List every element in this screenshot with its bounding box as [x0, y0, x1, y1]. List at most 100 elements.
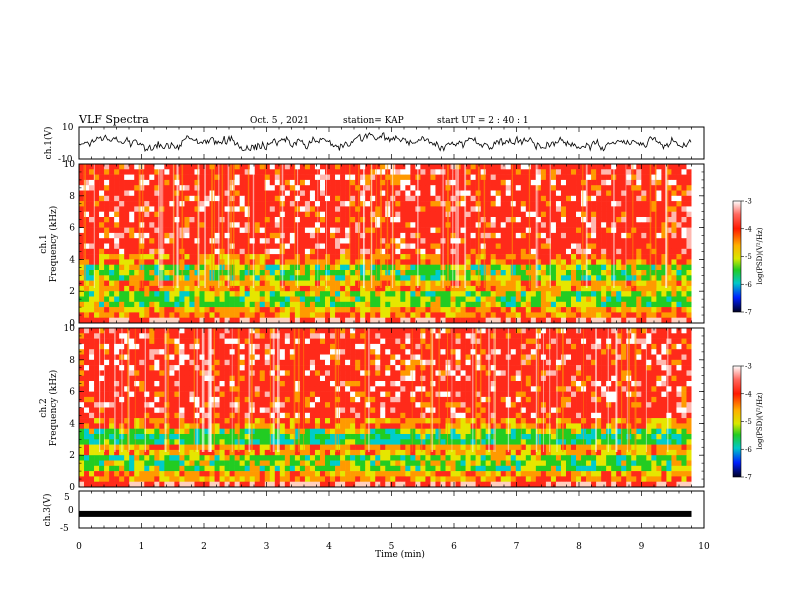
spectrogram-cell	[184, 211, 190, 218]
spectrogram-cell	[681, 338, 687, 345]
spectrogram-cell	[79, 264, 85, 271]
spectrogram-cell	[515, 338, 522, 345]
spectrogram-cell	[204, 301, 210, 308]
spectrogram-cell	[109, 312, 115, 318]
spectrogram-cell	[681, 238, 687, 244]
spectrogram-cell	[199, 296, 205, 303]
spectrogram-cell	[460, 338, 466, 345]
spectrogram-cell	[651, 185, 657, 191]
spectrogram-cell	[661, 343, 667, 350]
spectrogram-cell	[375, 280, 381, 287]
spectrogram-cell	[164, 312, 170, 318]
spectrogram-cell	[681, 164, 687, 170]
spectrogram-cell	[199, 254, 205, 260]
spectrogram-cell	[545, 201, 552, 207]
spectrogram-cell	[304, 270, 311, 276]
spectrogram-cell	[149, 169, 155, 175]
spectrogram-cell	[204, 359, 210, 366]
spectrogram-cell	[626, 275, 632, 281]
spectrogram-cell	[284, 291, 291, 297]
spectrogram-cell	[435, 354, 441, 361]
spectrogram-cell	[485, 227, 491, 234]
spectrogram-cell	[530, 328, 537, 334]
spectrogram-cell	[199, 291, 205, 297]
spectrogram-cell	[380, 222, 386, 228]
spectrogram-cell	[239, 343, 245, 350]
spectrogram-cell	[400, 296, 406, 303]
spectrogram-cell	[430, 312, 436, 318]
spectrogram-cell	[164, 164, 170, 170]
spectrogram-cell	[214, 238, 220, 244]
spectrogram-cell	[159, 338, 165, 345]
spectrogram-cell	[676, 222, 682, 228]
spectrogram-cell	[229, 259, 235, 265]
spectrogram-cell	[365, 227, 371, 234]
spectrogram-cell	[621, 312, 627, 318]
spectrogram-cell	[656, 280, 662, 287]
spectrogram-cell	[319, 195, 326, 202]
spectrogram-cell	[490, 343, 496, 350]
spectrogram-cell	[350, 211, 356, 218]
spectrogram-cell	[480, 354, 486, 361]
spectrogram-cell	[415, 285, 421, 292]
spectrogram-cell	[415, 343, 421, 350]
spectrogram-cell	[264, 301, 271, 308]
spectrogram-cell	[606, 301, 612, 308]
spectrogram-cell	[485, 190, 491, 197]
spectrogram-cell	[94, 264, 100, 271]
spectrogram-cell	[465, 328, 471, 334]
spectrogram-cell	[480, 359, 486, 366]
spectrogram-cell	[420, 201, 426, 207]
spectrogram-cell	[345, 254, 351, 260]
spectrogram-cell	[581, 238, 587, 244]
spectrogram-cell	[510, 312, 517, 318]
spectrogram-cell	[395, 270, 401, 276]
spectrogram-cell	[510, 359, 517, 366]
spectrogram-cell	[390, 349, 396, 355]
spectrogram-cell	[224, 201, 230, 207]
spectrogram-cell	[646, 307, 652, 313]
spectrogram-cell	[164, 359, 170, 366]
spectrogram-cell	[505, 317, 512, 324]
spectrogram-cell	[79, 243, 85, 250]
spectrogram-cell	[154, 222, 160, 228]
spectrogram-cell	[79, 365, 85, 371]
spectrogram-cell	[144, 312, 150, 318]
spectrogram-cell	[89, 307, 95, 313]
spectrogram-cell	[470, 275, 476, 281]
spectrogram-cell	[641, 243, 647, 250]
spectrogram-cell	[530, 259, 537, 265]
spectrogram-cell	[661, 195, 667, 202]
spectrogram-cell	[460, 169, 466, 175]
spectrogram-cell	[505, 174, 512, 181]
spectrogram-cell	[550, 291, 557, 297]
spectrogram-cell	[495, 254, 502, 260]
spectrogram-cell	[189, 275, 195, 281]
spectrogram-cell	[214, 206, 220, 212]
spectrogram-cell	[164, 227, 170, 234]
spectrogram-cell	[360, 301, 366, 308]
spectrogram-cell	[375, 328, 381, 334]
spectrogram-cell	[179, 301, 185, 308]
spectrogram-cell	[299, 307, 306, 313]
spectrogram-cell	[79, 174, 85, 181]
spectrogram-cell	[99, 307, 105, 313]
spectrogram-cell	[319, 338, 326, 345]
spectrogram-cell	[470, 317, 476, 324]
spectrogram-cell	[350, 174, 356, 181]
spectrogram-cell	[79, 254, 85, 260]
spectrogram-cell	[520, 291, 527, 297]
spectrogram-cell	[169, 259, 175, 265]
spectrogram-cell	[345, 243, 351, 250]
spectrogram-cell	[641, 333, 647, 339]
spectrogram-cell	[520, 232, 527, 239]
spectrogram-cell	[164, 232, 170, 239]
spectrogram-cell	[355, 365, 361, 371]
spectrogram-cell	[550, 333, 557, 339]
spectrogram-cell	[581, 307, 587, 313]
spectrogram-cell	[360, 307, 366, 313]
spectrogram-cell	[244, 254, 250, 260]
spectrogram-cell	[661, 164, 667, 170]
spectrogram-cell	[189, 317, 195, 324]
spectrogram-cell	[616, 270, 622, 276]
